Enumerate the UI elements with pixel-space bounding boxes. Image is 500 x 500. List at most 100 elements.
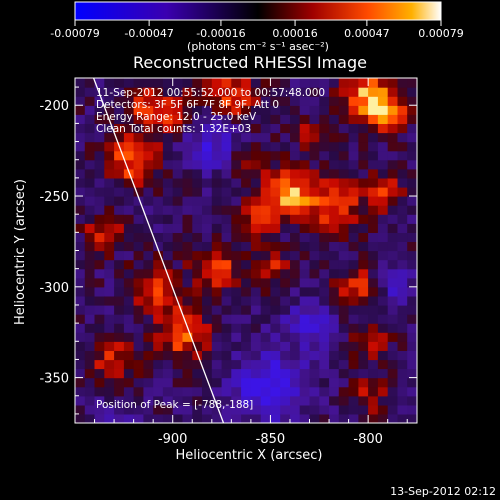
heatmap-cell — [114, 386, 125, 397]
heatmap-cell — [162, 413, 174, 423]
heatmap-cell — [221, 404, 232, 415]
heatmap-cell — [407, 341, 417, 351]
heatmap-cell — [202, 341, 213, 351]
heatmap-cell — [309, 241, 320, 252]
heatmap-cell — [172, 214, 184, 224]
heatmap-cell — [299, 413, 311, 423]
heatmap-cell — [75, 105, 86, 115]
heatmap-cell — [84, 132, 96, 143]
heatmap-cell — [407, 205, 417, 215]
heatmap-cell — [123, 205, 135, 215]
heatmap-cell — [94, 177, 105, 188]
heatmap-cell — [319, 332, 330, 342]
heatmap-cell — [182, 277, 193, 288]
heatmap-cell — [104, 332, 115, 342]
heatmap-cell — [407, 232, 417, 242]
heatmap-cell — [309, 277, 320, 288]
heatmap-cell — [133, 132, 144, 143]
heatmap-cell — [397, 223, 408, 233]
heatmap-cell — [153, 150, 164, 161]
heatmap-cell — [123, 177, 135, 188]
heatmap-cell — [153, 341, 164, 351]
heatmap-cell — [104, 132, 115, 143]
heatmap-cell — [114, 395, 125, 406]
heatmap-cell — [172, 168, 184, 179]
heatmap-cell — [348, 105, 359, 115]
heatmap-cell — [231, 332, 242, 342]
heatmap-cell — [114, 350, 125, 361]
heatmap-cell — [377, 96, 389, 106]
heatmap-cell — [377, 350, 389, 361]
heatmap-cell — [260, 350, 272, 361]
heatmap-cell — [299, 250, 311, 261]
heatmap-cell — [182, 223, 193, 233]
heatmap-cell — [172, 268, 184, 279]
heatmap-cell — [280, 377, 291, 388]
heatmap-cell — [387, 132, 399, 143]
heatmap-cell — [319, 168, 330, 179]
heatmap-cell — [387, 404, 399, 415]
heatmap-cell — [338, 177, 350, 188]
heatmap-cell — [153, 268, 164, 279]
heatmap-cell — [348, 259, 359, 270]
heatmap-cell — [299, 395, 311, 406]
heatmap-cell — [250, 141, 262, 152]
heatmap-cell — [123, 359, 135, 370]
heatmap-cell — [172, 259, 184, 270]
heatmap-cell — [368, 114, 379, 124]
heatmap-cell — [123, 105, 135, 115]
heatmap-cell — [368, 96, 379, 106]
heatmap-cell — [172, 395, 184, 406]
heatmap-cell — [348, 268, 359, 279]
heatmap-cell — [192, 205, 203, 215]
heatmap-cell — [192, 323, 203, 333]
heatmap-cell — [133, 205, 144, 215]
heatmap-cell — [153, 323, 164, 333]
heatmap-cell — [104, 377, 115, 388]
heatmap-cell — [202, 123, 213, 134]
heatmap-cell — [123, 196, 135, 206]
heatmap-cell — [84, 105, 96, 115]
heatmap-cell — [133, 223, 144, 233]
heatmap-cell — [231, 250, 242, 261]
heatmap-cell — [358, 132, 369, 143]
heatmap-cell — [84, 141, 96, 152]
heatmap-cell — [153, 395, 164, 406]
heatmap-cell — [368, 123, 379, 134]
heatmap-cell — [172, 286, 184, 297]
heatmap-cell — [309, 87, 320, 97]
heatmap-cell — [241, 323, 252, 333]
heatmap-cell — [280, 341, 291, 351]
heatmap-cell — [358, 323, 369, 333]
heatmap-cell — [241, 377, 252, 388]
heatmap-cell — [114, 87, 125, 97]
heatmap-cell — [387, 323, 399, 333]
heatmap-cell — [143, 177, 154, 188]
heatmap-cell — [84, 96, 96, 106]
heatmap-cell — [299, 377, 311, 388]
heatmap-cell — [319, 196, 330, 206]
heatmap-cell — [221, 78, 232, 88]
heatmap-cell — [182, 123, 193, 134]
heatmap-cell — [280, 259, 291, 270]
colorbar-tick-label: 0.00079 — [418, 27, 464, 40]
heatmap-cell — [241, 223, 252, 233]
heatmap-cell — [368, 413, 379, 423]
heatmap-cell — [397, 286, 408, 297]
heatmap-cell — [338, 413, 350, 423]
heatmap-cell — [94, 368, 105, 379]
heatmap-cell — [348, 323, 359, 333]
heatmap-cell — [299, 96, 311, 106]
heatmap-cell — [250, 123, 262, 134]
heatmap-cell — [143, 114, 154, 124]
heatmap-cell — [348, 413, 359, 423]
heatmap-cell — [104, 96, 115, 106]
heatmap-cell — [338, 132, 350, 143]
heatmap-cell — [368, 78, 379, 88]
heatmap-cell — [260, 305, 272, 315]
heatmap-cell — [290, 323, 301, 333]
heatmap-cell — [143, 250, 154, 261]
heatmap-cell — [358, 168, 369, 179]
heatmap-cell — [338, 359, 350, 370]
heatmap-cell — [387, 368, 399, 379]
